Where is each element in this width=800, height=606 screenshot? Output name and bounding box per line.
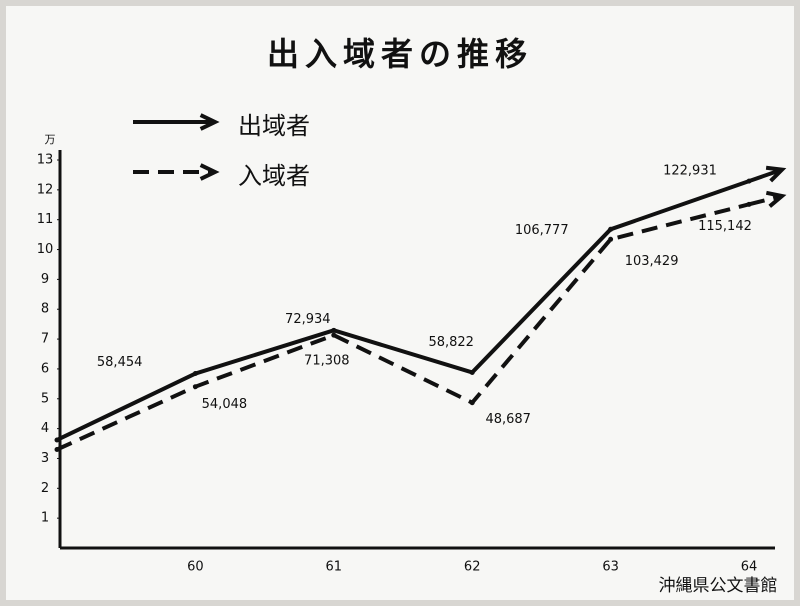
point bbox=[746, 178, 752, 184]
legend-label: 出域者 bbox=[238, 112, 310, 140]
y-tick-label: 9 bbox=[41, 272, 49, 287]
paper bbox=[6, 6, 794, 600]
value-label: 72,934 bbox=[285, 312, 331, 327]
arrow-extension bbox=[748, 167, 783, 183]
arrowhead bbox=[765, 165, 787, 183]
y-tick-label: 10 bbox=[37, 242, 54, 257]
y-tick-label: 5 bbox=[41, 391, 49, 406]
value-label: 71,308 bbox=[304, 354, 350, 369]
value-label: 48,687 bbox=[485, 412, 531, 427]
x-tick-label: 63 bbox=[602, 560, 619, 575]
arrowhead bbox=[199, 113, 220, 131]
arrowhead bbox=[199, 163, 220, 181]
y-tick-label: 6 bbox=[41, 361, 49, 376]
value-label: 115,142 bbox=[698, 219, 752, 234]
y-tick-label: 11 bbox=[37, 212, 54, 227]
y-tick-label: 3 bbox=[41, 451, 49, 466]
point bbox=[746, 201, 752, 207]
y-tick-label: 2 bbox=[41, 481, 49, 496]
x-tick-label: 64 bbox=[741, 560, 758, 575]
x-tick-label: 60 bbox=[187, 560, 204, 575]
value-label: 106,777 bbox=[515, 223, 569, 238]
point bbox=[608, 226, 614, 232]
point bbox=[469, 400, 475, 406]
y-tick-label: 13 bbox=[37, 153, 54, 168]
legend-label: 入域者 bbox=[238, 162, 310, 190]
watermark: 沖縄県公文書館 bbox=[659, 576, 778, 596]
chart-title: 出入域者の推移 bbox=[267, 35, 533, 73]
y-unit: 万 bbox=[45, 133, 56, 146]
point bbox=[331, 327, 337, 333]
value-label: 122,931 bbox=[663, 164, 717, 179]
series-line bbox=[56, 202, 750, 452]
point bbox=[469, 369, 475, 375]
y-tick-label: 1 bbox=[41, 511, 49, 526]
value-label: 58,822 bbox=[428, 335, 474, 350]
point bbox=[54, 437, 60, 443]
point bbox=[331, 332, 337, 338]
arrow-extension bbox=[748, 194, 783, 207]
y-tick-label: 7 bbox=[41, 332, 49, 347]
point bbox=[54, 447, 60, 453]
value-label: 54,048 bbox=[202, 397, 248, 412]
y-tick-label: 4 bbox=[41, 421, 49, 436]
point bbox=[192, 384, 198, 390]
series-line bbox=[56, 179, 750, 442]
point bbox=[192, 371, 198, 377]
value-label: 103,429 bbox=[625, 254, 679, 269]
y-tick-label: 12 bbox=[37, 182, 54, 197]
y-tick-label: 8 bbox=[41, 302, 49, 317]
x-tick-label: 62 bbox=[464, 560, 481, 575]
arrowhead bbox=[765, 190, 787, 208]
x-tick-label: 61 bbox=[326, 560, 343, 575]
point bbox=[608, 236, 614, 242]
value-label: 58,454 bbox=[97, 355, 143, 370]
